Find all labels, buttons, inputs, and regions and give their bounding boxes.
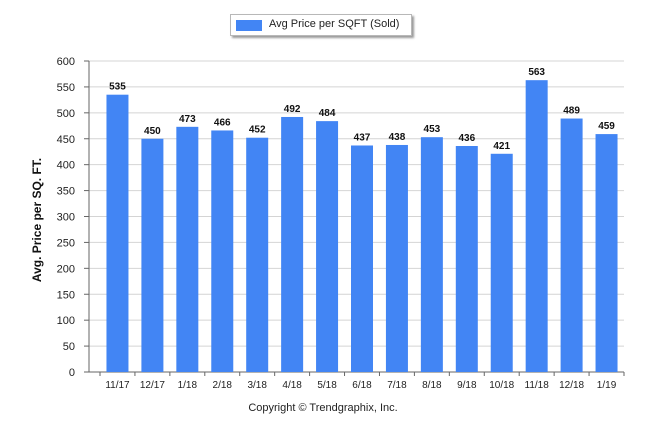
data-label: 535	[109, 82, 126, 93]
bar	[246, 137, 269, 372]
y-tick-label: 0	[69, 367, 75, 379]
y-tick-label: 250	[57, 237, 75, 249]
x-tick-label: 3/18	[247, 380, 267, 391]
data-label: 453	[424, 124, 441, 135]
data-label: 492	[284, 104, 301, 115]
x-tick-label: 6/18	[352, 380, 372, 391]
bar	[351, 145, 373, 372]
bars	[106, 80, 618, 373]
x-tick-label: 5/18	[317, 380, 337, 391]
data-label: 459	[598, 121, 615, 132]
y-tick-label: 400	[57, 160, 75, 172]
data-label: 450	[144, 126, 161, 137]
x-tick-label: 12/17	[140, 380, 165, 391]
y-tick-label: 550	[57, 82, 75, 94]
y-tick-label: 300	[57, 212, 75, 224]
data-label: 438	[389, 132, 406, 143]
bar	[176, 126, 199, 372]
legend: Avg Price per SQFT (Sold)	[230, 14, 412, 36]
bar	[141, 138, 164, 372]
x-tick-label: 12/18	[559, 380, 584, 391]
x-tick-label: 4/18	[282, 380, 302, 391]
y-tick-label: 500	[57, 108, 75, 120]
data-label: 421	[493, 141, 510, 152]
data-label: 473	[179, 114, 196, 125]
bar	[420, 137, 443, 372]
data-label: 452	[249, 125, 266, 136]
x-tick-label: 1/19	[597, 380, 617, 391]
bar	[106, 94, 129, 373]
data-label: 489	[563, 106, 580, 117]
x-tick-label: 1/18	[178, 380, 198, 391]
x-tick-label: 7/18	[387, 380, 407, 391]
bar	[316, 121, 339, 372]
legend-label: Avg Price per SQFT (Sold)	[269, 18, 400, 30]
x-tick-label: 11/17	[105, 380, 130, 391]
data-label: 437	[354, 132, 371, 143]
y-tick-label: 600	[57, 56, 75, 68]
bar	[525, 80, 548, 372]
x-tick-label: 8/18	[422, 380, 442, 391]
bar	[455, 146, 478, 372]
x-tick-label: 10/18	[489, 380, 514, 391]
data-label: 563	[528, 67, 545, 78]
bar	[385, 144, 408, 372]
y-tick-label: 450	[57, 134, 75, 146]
bar	[560, 118, 583, 372]
y-tick-labels: 0 50 100 150 200 250 300 350 400 450 500 550 600	[57, 56, 75, 379]
x-tick-label: 11/18	[525, 380, 550, 391]
y-tick-label: 50	[63, 341, 75, 353]
x-tick-label: 9/18	[457, 380, 477, 391]
data-label: 484	[319, 108, 336, 119]
bar	[490, 153, 513, 372]
y-tick-label: 350	[57, 186, 75, 198]
y-tick-label: 150	[57, 289, 75, 301]
y-tick-label: 100	[57, 315, 75, 327]
x-tick-label: 2/18	[213, 380, 233, 391]
legend-swatch	[236, 20, 262, 31]
y-tick-label: 200	[57, 263, 75, 275]
copyright-text: Copyright © Trendgraphix, Inc.	[248, 402, 398, 414]
bar	[595, 134, 618, 372]
data-label: 436	[458, 133, 475, 144]
bar	[281, 116, 304, 372]
y-axis-title: Avg. Price per SQ. FT.	[30, 157, 44, 283]
bar	[211, 130, 234, 372]
data-labels: 535 450 473 466 452 492 484 437 438 453 436 421 563 4…	[109, 67, 615, 152]
x-tick-labels: 11/17 12/17 1/18 2/18 3/18 4/18 5/18 6/18 7/18 8/…	[105, 380, 616, 391]
data-label: 466	[214, 117, 231, 128]
